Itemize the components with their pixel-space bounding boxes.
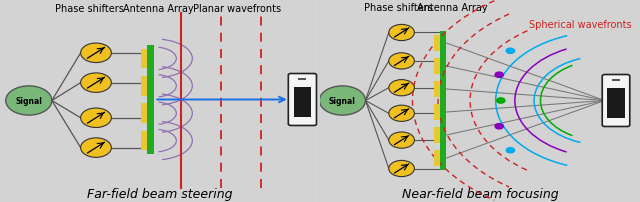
Text: Near-field beam focusing: Near-field beam focusing bbox=[402, 187, 558, 200]
Bar bbox=[435, 104, 440, 121]
Circle shape bbox=[389, 80, 415, 96]
Circle shape bbox=[81, 138, 111, 158]
Bar bbox=[141, 77, 147, 96]
FancyBboxPatch shape bbox=[602, 75, 630, 127]
Bar bbox=[141, 131, 147, 151]
Circle shape bbox=[389, 25, 415, 41]
Bar bbox=[612, 80, 620, 81]
Text: Planar wavefronts: Planar wavefronts bbox=[193, 4, 281, 14]
Bar bbox=[147, 45, 154, 155]
Bar bbox=[435, 81, 440, 98]
Circle shape bbox=[495, 124, 504, 129]
Circle shape bbox=[389, 54, 415, 70]
Text: Signal: Signal bbox=[15, 97, 42, 105]
Text: Spherical wavefronts: Spherical wavefronts bbox=[529, 20, 632, 30]
Text: Signal: Signal bbox=[329, 97, 356, 105]
Bar bbox=[440, 32, 447, 170]
Text: Phase shifters: Phase shifters bbox=[364, 3, 433, 13]
Bar bbox=[435, 36, 440, 52]
Circle shape bbox=[389, 161, 415, 177]
Bar bbox=[141, 49, 147, 69]
Circle shape bbox=[497, 98, 505, 104]
Text: Far-field beam steering: Far-field beam steering bbox=[87, 187, 233, 200]
Bar bbox=[435, 127, 440, 144]
Circle shape bbox=[81, 44, 111, 63]
Circle shape bbox=[495, 73, 504, 78]
Circle shape bbox=[389, 106, 415, 122]
Circle shape bbox=[389, 132, 415, 148]
Bar bbox=[435, 150, 440, 166]
Circle shape bbox=[81, 74, 111, 93]
Text: Antenna Array: Antenna Array bbox=[417, 3, 488, 13]
Circle shape bbox=[506, 49, 515, 54]
Bar bbox=[435, 58, 440, 75]
Circle shape bbox=[319, 86, 365, 116]
Circle shape bbox=[6, 86, 52, 116]
Circle shape bbox=[506, 148, 515, 153]
Bar bbox=[141, 104, 147, 123]
Text: Phase shifters: Phase shifters bbox=[55, 4, 124, 14]
Bar bbox=[294, 88, 311, 117]
FancyBboxPatch shape bbox=[288, 74, 316, 126]
Bar bbox=[607, 89, 625, 118]
Text: Antenna Array: Antenna Array bbox=[123, 4, 194, 14]
Bar bbox=[298, 79, 307, 80]
Circle shape bbox=[81, 108, 111, 128]
